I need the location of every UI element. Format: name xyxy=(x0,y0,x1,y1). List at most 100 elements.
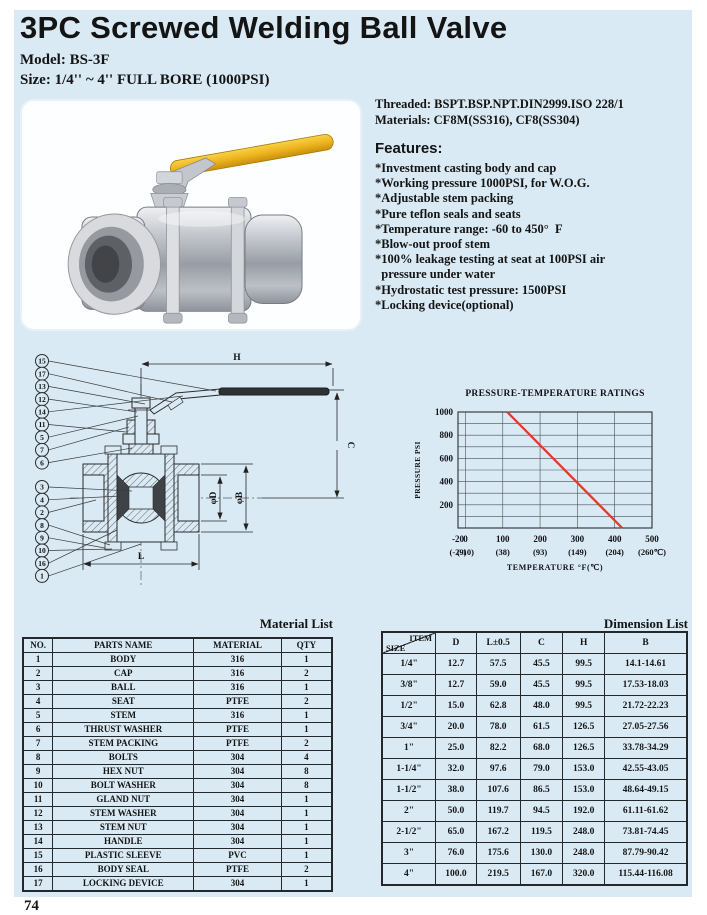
pt-chart-svg: 200 400 600 800 1000 -20 (-29) 0 (-10) 100 (38) 200… xyxy=(413,389,666,572)
callout-number: 7 xyxy=(40,446,44,455)
table-cell: 130.0 xyxy=(519,842,564,864)
callout-number: 8 xyxy=(40,521,44,530)
table-row: 1/4" 12.7 57.5 45.5 99.5 14.1-14.61 xyxy=(381,653,688,675)
table-cell: 21.72-22.23 xyxy=(604,695,688,717)
table-cell: 1 xyxy=(280,792,333,807)
table-cell: 2 xyxy=(280,666,333,681)
column-header: D xyxy=(435,631,477,654)
table-cell: 153.0 xyxy=(562,758,606,780)
callout-number: 10 xyxy=(38,546,46,555)
svg-text:(260℃): (260℃) xyxy=(638,547,666,557)
table-row: 1-1/4" 32.0 97.6 79.0 153.0 42.55-43.05 xyxy=(381,758,688,780)
table-cell: 1 xyxy=(22,652,54,667)
svg-text:(149): (149) xyxy=(568,547,587,557)
feature-item: *100% leakage testing at seat at 100PSI … xyxy=(375,252,606,267)
svg-text:500: 500 xyxy=(645,534,659,544)
technical-drawing: H C L φD φB 15 17 13 12 14 11 5 7 6 3 4 2 8 9 10 16 1 xyxy=(35,353,355,588)
table-cell: BOLT WASHER xyxy=(52,778,195,793)
table-row: 14 HANDLE 304 1 xyxy=(22,834,333,849)
table-cell: BALL xyxy=(52,680,195,695)
table-cell: 65.0 xyxy=(435,821,477,843)
table-cell: 62.8 xyxy=(475,695,521,717)
callout-number: 2 xyxy=(40,508,44,517)
table-row: 1 BODY 316 1 xyxy=(22,652,333,667)
table-row: 13 STEM NUT 304 1 xyxy=(22,820,333,835)
table-cell: 1 xyxy=(280,722,333,737)
table-cell: THRUST WASHER xyxy=(52,722,195,737)
callout-number: 14 xyxy=(38,408,46,417)
table-cell: 1/4" xyxy=(381,653,437,675)
table-cell: 17 xyxy=(22,876,54,892)
table-cell: 304 xyxy=(193,792,282,807)
table-cell: 107.6 xyxy=(475,779,521,801)
table-row: 1" 25.0 82.2 68.0 126.5 33.78-34.29 xyxy=(381,737,688,759)
svg-text:1000: 1000 xyxy=(435,407,454,417)
table-cell: 12.7 xyxy=(435,653,477,675)
model-line: Model: BS-3F xyxy=(20,52,110,68)
table-cell: 316 xyxy=(193,680,282,695)
table-cell: 15 xyxy=(22,848,54,863)
callout-number: 17 xyxy=(38,369,46,378)
callout-circle xyxy=(35,568,49,583)
table-cell: 2" xyxy=(381,800,437,822)
table-cell: STEM xyxy=(52,708,195,723)
table-row: 3/4" 20.0 78.0 61.5 126.5 27.05-27.56 xyxy=(381,716,688,738)
table-cell: PVC xyxy=(193,848,282,863)
svg-text:400: 400 xyxy=(608,534,622,544)
table-cell: 4" xyxy=(381,863,437,886)
svg-text:100: 100 xyxy=(496,534,510,544)
table-cell: 304 xyxy=(193,764,282,779)
table-cell: 2 xyxy=(22,666,54,681)
table-cell: 3/4" xyxy=(381,716,437,738)
ball-valve-photo-art xyxy=(67,133,334,324)
table-cell: 4 xyxy=(280,750,333,765)
callout-number: 15 xyxy=(38,357,46,366)
table-row: 3" 76.0 175.6 130.0 248.0 87.79-90.42 xyxy=(381,842,688,864)
table-cell: 68.0 xyxy=(519,737,564,759)
table-cell: 119.5 xyxy=(519,821,564,843)
table-cell: 45.5 xyxy=(519,653,564,675)
svg-text:TEMPERATURE °F(℃): TEMPERATURE °F(℃) xyxy=(507,563,603,572)
table-cell: 45.5 xyxy=(519,674,564,696)
table-cell: SEAT xyxy=(52,694,195,709)
table-cell: 99.5 xyxy=(562,674,606,696)
table-cell: 87.79-90.42 xyxy=(604,842,688,864)
table-cell: 304 xyxy=(193,806,282,821)
table-cell: PTFE xyxy=(193,862,282,877)
table-cell: 115.44-116.08 xyxy=(604,863,688,886)
table-cell: 76.0 xyxy=(435,842,477,864)
table-cell: 82.2 xyxy=(475,737,521,759)
item-size-corner-cell: ITEM SIZE xyxy=(381,631,437,654)
svg-text:(204): (204) xyxy=(605,547,624,557)
callout-number: 3 xyxy=(40,483,44,492)
callout-number: 11 xyxy=(38,420,45,429)
table-cell: PLASTIC SLEEVE xyxy=(52,848,195,863)
svg-text:(-29): (-29) xyxy=(450,547,467,557)
table-cell: 50.0 xyxy=(435,800,477,822)
table-cell: 316 xyxy=(193,708,282,723)
table-cell: 119.7 xyxy=(475,800,521,822)
table-row: 4" 100.0 219.5 167.0 320.0 115.44-116.08 xyxy=(381,863,688,886)
table-row: 4 SEAT PTFE 2 xyxy=(22,694,333,709)
materials-line: Materials: CF8M(SS316), CF8(SS304) xyxy=(375,113,580,127)
table-cell: STEM NUT xyxy=(52,820,195,835)
table-cell: 12.7 xyxy=(435,674,477,696)
features-heading: Features: xyxy=(375,140,443,157)
table-cell: 8 xyxy=(280,778,333,793)
table-cell: 6 xyxy=(22,722,54,737)
table-cell: 7 xyxy=(22,736,54,751)
table-cell: 1" xyxy=(381,737,437,759)
table-row: 11 GLAND NUT 304 1 xyxy=(22,792,333,807)
page-content: 3PC Screwed Welding Ball Valve Model: BS… xyxy=(14,10,692,897)
dim-label-phi-d: φD xyxy=(209,491,219,504)
table-cell: 100.0 xyxy=(435,863,477,886)
table-cell: 86.5 xyxy=(519,779,564,801)
callout-number: 6 xyxy=(40,458,44,467)
table-cell: 1 xyxy=(280,876,333,892)
table-row: 12 STEM WASHER 304 1 xyxy=(22,806,333,821)
feature-item: pressure under water xyxy=(375,267,496,282)
table-cell: 1 xyxy=(280,820,333,835)
callout-number: 1 xyxy=(40,572,44,581)
table-cell: BODY SEAL xyxy=(52,862,195,877)
